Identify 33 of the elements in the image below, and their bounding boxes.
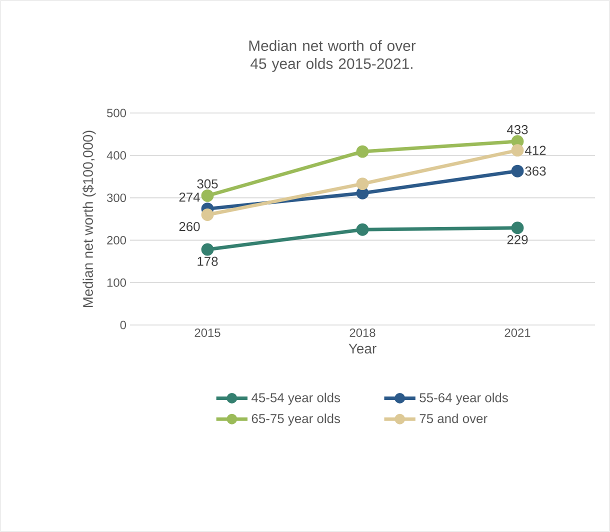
x-tick-label: 2015: [194, 328, 220, 337]
legend-label: 45-54 year olds: [252, 392, 340, 405]
point: [201, 208, 214, 221]
y-tick-label: 100: [107, 278, 126, 287]
data-label: 433: [506, 125, 528, 134]
data-label: 305: [197, 179, 218, 188]
y-tick-label: 0: [120, 320, 126, 330]
point: [356, 178, 369, 190]
point: [356, 223, 369, 236]
x-tick-label: 2021: [504, 328, 530, 337]
data-label: 412: [525, 146, 546, 155]
legend-label: 55-64 year olds: [420, 392, 508, 405]
y-axis-title: Median net worth ($100,000): [82, 130, 96, 308]
data-label: 260: [179, 222, 200, 232]
data-label: 274: [179, 192, 200, 202]
data-label: 178: [198, 256, 218, 266]
point: [511, 222, 524, 234]
x-axis-title: Year: [348, 344, 376, 354]
data-label: 229: [507, 235, 528, 244]
legend-label: 65-75 year olds: [252, 414, 340, 426]
y-tick-label: 300: [106, 194, 126, 202]
legend-label: 75 and over: [420, 414, 488, 424]
chart-title: Median net worth of over 45 year olds 2015-2021.: [249, 40, 416, 72]
data-label: 363: [525, 166, 546, 176]
point: [201, 243, 214, 256]
y-tick-label: 500: [107, 108, 126, 118]
point: [511, 164, 524, 178]
y-tick-label: 400: [106, 151, 126, 160]
x-tick-label: 2018: [350, 328, 376, 337]
point: [511, 144, 524, 157]
point: [201, 189, 214, 202]
y-tick-label: 200: [107, 236, 126, 244]
point: [356, 145, 369, 158]
